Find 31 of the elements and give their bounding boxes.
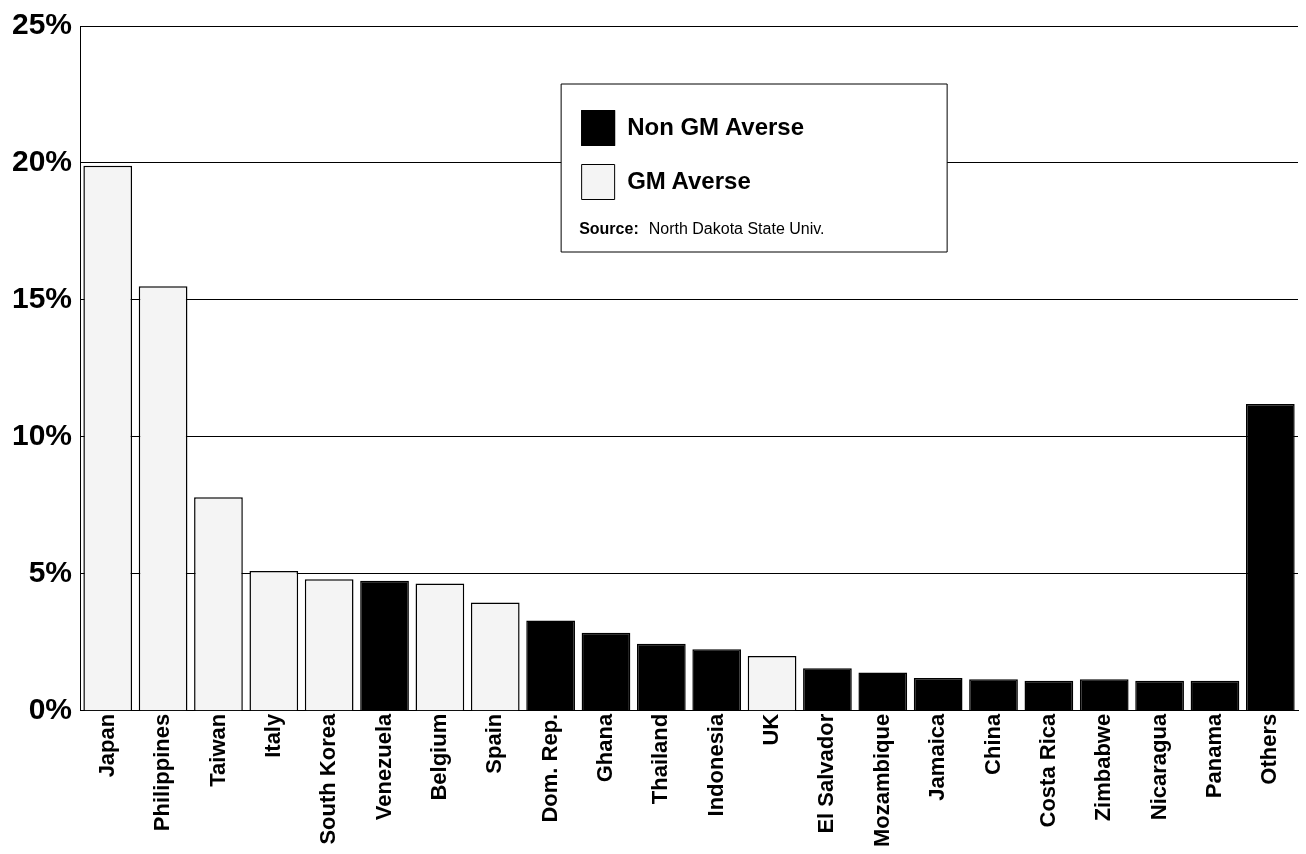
x-tick-label: South Korea [315, 713, 341, 845]
x-tick-label: Belgium [425, 713, 451, 801]
x-tick-label: Philippines [149, 713, 175, 832]
annotation: Source: North Dakota State Univ. [579, 220, 825, 238]
legend-label: GM Averse [627, 166, 751, 194]
y-tick-label: 15% [12, 281, 73, 315]
x-tick-label: Indonesia [702, 713, 728, 817]
x-tick-label: El Salvador [813, 713, 839, 834]
x-tick-label: Thailand [647, 713, 673, 805]
x-tick-label: Nicaragua [1145, 713, 1171, 821]
x-tick-label: UK [758, 713, 784, 746]
legend-label: Non GM Averse [627, 112, 805, 140]
x-tick-label: Costa Rica [1034, 713, 1060, 828]
x-tick-label: Jamaica [924, 713, 950, 801]
x-tick-label: Mozambique [868, 713, 894, 848]
y-tick-label: 25% [12, 7, 73, 41]
y-tick-label: 5% [28, 555, 73, 589]
y-tick-label: 20% [12, 144, 73, 178]
x-tick-label: Italy [259, 713, 285, 758]
x-tick-label: Spain [481, 713, 507, 774]
x-tick-label: Ghana [592, 713, 618, 783]
x-tick-label: Japan [93, 713, 119, 778]
x-tick-label: China [979, 713, 1005, 775]
x-tick-label: Zimbabwe [1090, 713, 1116, 822]
y-tick-label: 0% [28, 692, 73, 726]
x-tick-label: Dom. Rep. [536, 713, 562, 823]
x-tick-label: Others [1256, 713, 1282, 785]
x-tick-label: Panama [1201, 713, 1227, 799]
x-tick-label: Venezuela [370, 713, 396, 821]
y-tick-label: 10% [12, 418, 73, 452]
x-tick-label: Taiwan [204, 713, 230, 787]
